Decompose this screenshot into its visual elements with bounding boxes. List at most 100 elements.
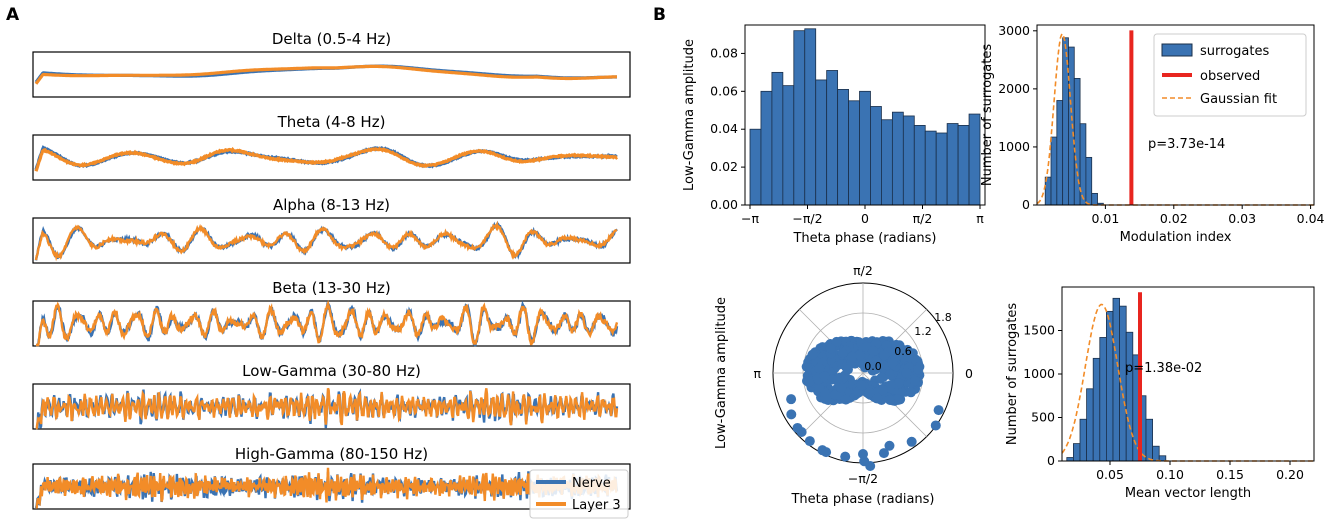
- polar-point: [885, 380, 896, 391]
- x-tick-label: 0.01: [1091, 211, 1119, 226]
- polar-point: [905, 387, 916, 398]
- polar-point: [887, 357, 898, 368]
- histogram-bar: [891, 111, 904, 206]
- histogram-bar: [1112, 297, 1120, 462]
- y-tick-label: 0.02: [710, 159, 738, 174]
- band-title: Theta (4-8 Hz): [277, 113, 386, 131]
- polar-point: [827, 374, 838, 385]
- x-axis-label: Theta phase (radians): [792, 231, 936, 246]
- histogram-bar: [935, 132, 948, 206]
- histogram-bar: [1050, 136, 1058, 206]
- x-axis-label: Theta phase (radians): [790, 492, 934, 507]
- band-traces: Delta (0.5-4 Hz) Theta (4-8 Hz) Alpha (8-1…: [32, 30, 631, 510]
- histogram-bar: [1091, 192, 1098, 206]
- histogram-bar: [1086, 388, 1094, 462]
- layer3-trace: [36, 299, 619, 347]
- y-axis-label: Number of surrogates: [1005, 303, 1020, 445]
- y-tick-label: 500: [1031, 410, 1055, 425]
- polar-point: [864, 387, 875, 398]
- polar-point: [892, 394, 903, 405]
- mean-vector-length-histogram: 0.05 0.10 0.15 0.20 0 500 1000 1500 Mean vector …: [1005, 286, 1315, 501]
- histogram-bar: [881, 119, 893, 206]
- polar-point: [891, 339, 902, 350]
- histogram-bar: [1119, 305, 1127, 462]
- x-tick-label: 0.03: [1228, 211, 1256, 226]
- polar-point: [913, 364, 924, 375]
- histogram-bar: [804, 28, 817, 206]
- histogram-bar: [870, 106, 882, 206]
- polar-point: [867, 345, 878, 356]
- x-tick-label: −π/2: [792, 211, 822, 226]
- polar-point: [786, 409, 797, 420]
- band-frame: [32, 463, 631, 510]
- x-tick-label: 0.15: [1216, 467, 1244, 482]
- histogram-bar: [1152, 445, 1160, 462]
- y-tick-label: 0.08: [710, 45, 738, 60]
- histogram-bar: [1073, 443, 1081, 462]
- polar-point: [808, 349, 819, 360]
- y-tick-label: 2000: [998, 81, 1030, 96]
- polar-angle-label: −π/2: [848, 471, 878, 486]
- histogram-bar: [749, 128, 762, 206]
- x-tick-label: π/2: [913, 211, 933, 226]
- histogram-bar: [1145, 418, 1153, 462]
- histogram-bar: [1079, 123, 1087, 206]
- histogram-bar: [924, 130, 937, 206]
- x-tick-label: 0.20: [1276, 467, 1304, 482]
- band-frame: [32, 217, 631, 264]
- legend-label-fit: Gaussian fit: [1200, 92, 1277, 107]
- histogram-bar: [902, 115, 915, 206]
- band-title: Beta (13-30 Hz): [272, 279, 391, 297]
- x-axis-label: Mean vector length: [1125, 486, 1251, 501]
- x-tick-label: 0.04: [1297, 211, 1325, 226]
- polar-radial-tick-label: 0.6: [894, 345, 912, 358]
- polar-point: [840, 394, 851, 405]
- histogram-bar: [1079, 418, 1087, 462]
- band-frame: [32, 134, 631, 181]
- polar-point: [858, 449, 868, 459]
- histogram-bar: [793, 30, 806, 206]
- histogram-bar: [946, 123, 959, 206]
- polar-point: [854, 350, 865, 361]
- polar-point: [814, 382, 825, 393]
- layer3-trace: [35, 387, 619, 430]
- polar-point: [877, 385, 888, 396]
- band-title: Delta (0.5-4 Hz): [272, 30, 391, 48]
- polar-point: [821, 447, 832, 458]
- histogram-bar: [1085, 156, 1093, 206]
- polar-point: [840, 451, 851, 462]
- histogram-bar: [1068, 46, 1075, 206]
- x-tick-label: π: [976, 211, 984, 226]
- polar-point: [906, 436, 917, 447]
- polar-point: [804, 376, 815, 387]
- polar-point: [909, 375, 920, 386]
- x-tick-label: 0: [861, 211, 869, 226]
- layer3-trace: [34, 146, 619, 172]
- histogram-bar: [859, 90, 871, 206]
- layer3-trace: [34, 220, 618, 262]
- legend-label-nerve: Nerve: [572, 476, 611, 491]
- y-tick-label: 0.04: [710, 121, 738, 136]
- y-tick-label: 0.00: [710, 197, 738, 212]
- polar-point: [884, 369, 895, 380]
- y-tick-label: 1000: [998, 139, 1030, 154]
- histogram-bar: [1092, 357, 1101, 462]
- histogram-bar: [957, 125, 970, 206]
- histogram-bar: [826, 70, 839, 206]
- polar-point: [884, 440, 895, 451]
- polar-point: [878, 360, 889, 371]
- panel-a-letter: A: [6, 5, 20, 25]
- histogram-bar: [968, 113, 981, 206]
- polar-point: [831, 336, 842, 347]
- polar-point: [878, 448, 889, 459]
- y-axis-label: Low-Gamma amplitude: [714, 297, 729, 449]
- polar-point: [823, 395, 834, 406]
- histogram-bar: [913, 125, 926, 206]
- layer3-trace: [34, 64, 617, 85]
- y-tick-label: 0: [1047, 453, 1055, 468]
- panel-b-letter: B: [653, 5, 666, 25]
- histogram-bar: [848, 100, 860, 206]
- histogram-bar: [1073, 78, 1081, 206]
- y-tick-label: 1000: [1023, 366, 1055, 381]
